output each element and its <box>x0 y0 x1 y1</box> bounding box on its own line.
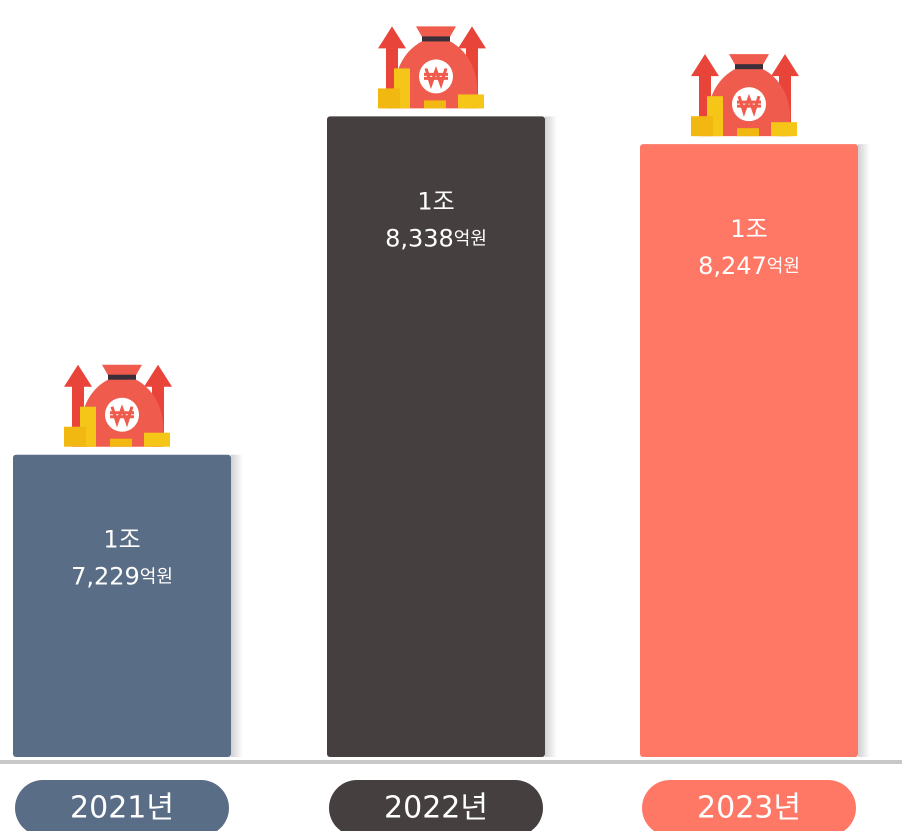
bar <box>327 116 545 757</box>
value-label-line: 8,338 <box>385 224 454 252</box>
bar-shadow <box>231 454 243 757</box>
year-pill <box>15 780 229 831</box>
bag-tie <box>108 374 136 380</box>
value-label-unit: 억원 <box>454 228 487 249</box>
coin-stack <box>771 122 797 137</box>
x-tick-label: 2023년 <box>697 791 801 826</box>
won-badge <box>732 87 766 122</box>
bar-shadow <box>858 144 870 758</box>
coin-stack <box>691 116 713 137</box>
year-pill <box>329 780 543 831</box>
bag-tie <box>422 36 450 42</box>
value-label-unit: 억원 <box>767 256 800 277</box>
bar <box>13 454 231 757</box>
coin-stack <box>424 100 446 109</box>
coin-stack <box>64 426 86 447</box>
x-tick-label: 2021년 <box>70 791 174 826</box>
money-bag-icon <box>64 364 172 447</box>
value-label-line: 8,247 <box>698 252 767 280</box>
value-label-line: 7,229 <box>71 563 140 591</box>
value-label-unit: 억원 <box>140 567 173 588</box>
won-sign <box>110 404 134 428</box>
won-sign <box>424 65 448 90</box>
coin-stack <box>144 432 170 447</box>
won-badge <box>105 397 139 432</box>
arrow <box>64 364 92 447</box>
bar <box>640 144 858 758</box>
coin-stack <box>737 128 759 137</box>
value-label: 1조 7,229억원 <box>71 526 173 591</box>
value-label-line: 1조 <box>103 526 140 554</box>
value-label: 1조 8,247억원 <box>698 215 800 280</box>
arrow <box>378 26 406 109</box>
baseline <box>0 760 902 764</box>
won-badge <box>419 59 453 94</box>
coin-stack <box>458 94 484 109</box>
value-label-line: 1조 <box>417 187 454 215</box>
bar-shadow <box>545 116 557 757</box>
money-bag-icon <box>378 26 486 109</box>
bag-tie <box>735 64 763 70</box>
year-pill <box>642 780 856 831</box>
arrow <box>691 54 719 137</box>
money-bag-icon <box>691 54 799 137</box>
coin-stack <box>110 438 132 447</box>
coin-stack <box>378 88 400 109</box>
won-sign <box>737 93 761 117</box>
value-label-line: 1조 <box>730 215 767 243</box>
x-tick-label: 2022년 <box>384 791 488 826</box>
value-label: 1조 8,338억원 <box>385 187 487 252</box>
